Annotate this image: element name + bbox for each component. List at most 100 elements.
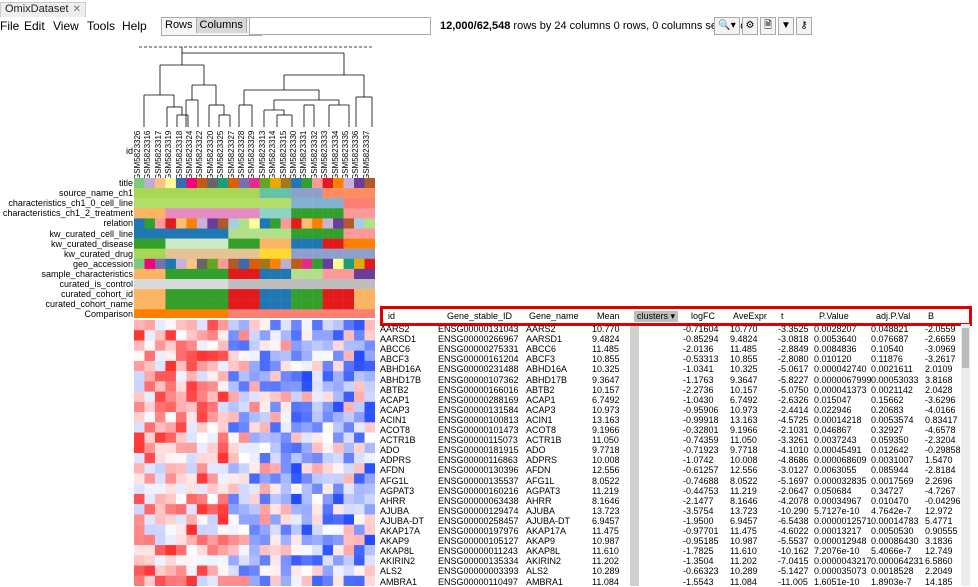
heatmap-cell	[354, 493, 365, 505]
scrollbar-thumb[interactable]	[962, 328, 969, 368]
table-row[interactable]: AGPAT3 ENSG00000160216 AGPAT3 11.219 -0.4475…	[380, 486, 966, 496]
table-row[interactable]: ALS2 ENSG00000003393 ALS2 10.289 -0.66323 10.…	[380, 566, 966, 576]
heatmap-cell	[144, 320, 156, 331]
annotation-row-label[interactable]: curated_is_control	[59, 279, 133, 289]
menu-edit[interactable]: Edit	[24, 19, 45, 33]
columns-button[interactable]: Columns	[195, 18, 247, 33]
annotation-cell	[301, 228, 313, 239]
table-cell: AKAP17A	[526, 526, 567, 536]
table-row[interactable]: AKIRIN2 ENSG00000135334 AKIRIN2 11.202 -1.35…	[380, 556, 966, 566]
heatmap-cell	[301, 381, 313, 392]
table-cell: 0.0050530	[871, 526, 914, 536]
column-label[interactable]: GSM5823331	[299, 125, 310, 180]
table-cell: ABCC6	[380, 344, 411, 355]
header-id[interactable]: id	[388, 311, 396, 321]
table-cell: -2.3204	[925, 435, 956, 446]
header-logfc[interactable]: logFC	[691, 311, 716, 321]
table-row[interactable]: AJUBA ENSG00000129474 AJUBA 13.723 -3.5754 13…	[380, 506, 966, 516]
table-row[interactable]: AARSD1 ENSG00000266967 AARSD1 9.4824 -0.8529…	[380, 334, 966, 344]
heatmap-cell	[364, 350, 375, 362]
table-row[interactable]: ADPRS ENSG00000116863 ADPRS 10.008 -1.0742 10…	[380, 455, 966, 465]
table-cell: -0.71604	[683, 324, 719, 334]
table-row[interactable]: AFG1L ENSG00000135537 AFG1L 8.0522 -0.74688 8…	[380, 476, 966, 486]
filter-button[interactable]: ▼	[778, 17, 794, 35]
heatmap-cell	[280, 432, 292, 443]
column-label[interactable]: GSM5823325	[216, 125, 227, 180]
table-cell: ACIN1	[380, 414, 407, 425]
header-clusters[interactable]: clusters ▾	[634, 311, 679, 322]
table-row[interactable]: ABHD17B ENSG00000107362 ABHD17B 9.3647 -1.17…	[380, 375, 966, 385]
column-label[interactable]: GSM5823314	[268, 125, 279, 180]
column-label[interactable]: GSM5823336	[351, 125, 362, 180]
close-icon[interactable]: ✕	[72, 4, 81, 15]
header-t[interactable]: t	[781, 311, 784, 321]
header-gene-stable-id[interactable]: Gene_stable_ID	[447, 311, 513, 321]
table-row[interactable]: ADO ENSG00000181915 ADO 9.7718 -0.71923 9.771…	[380, 445, 966, 455]
annotation-row-label[interactable]: source_name_ch1	[58, 188, 133, 199]
annotation-row-label[interactable]: characteristics_ch1_0_cell_line	[8, 198, 133, 209]
table-row[interactable]: AKAP8L ENSG00000011243 AKAP8L 11.610 -1.7825…	[380, 546, 966, 556]
heatmap-cell	[322, 422, 334, 433]
key-button[interactable]: ⚷	[796, 17, 812, 35]
table-row[interactable]: AFDN ENSG00000130396 AFDN 12.556 -0.61257 12.…	[380, 465, 966, 475]
annotation-row-label[interactable]: characteristics_ch1_2_treatment	[2, 208, 133, 219]
column-label[interactable]: GSM5823329	[247, 125, 258, 180]
table-row[interactable]: ABTB2 ENSG00000166016 ABTB2 10.157 -2.2736 10…	[380, 385, 966, 395]
table-cell: 9.7718	[730, 445, 758, 456]
table-row[interactable]: AJUBA-DT ENSG00000258457 AJUBA-DT 6.9457 -1.…	[380, 516, 966, 526]
table-row[interactable]: AMBRA1 ENSG00000110497 AMBRA1 11.084 -1.5543…	[380, 577, 966, 587]
search-input[interactable]	[249, 17, 431, 35]
export-button[interactable]: 🗎	[760, 17, 776, 35]
vertical-scrollbar[interactable]	[961, 324, 970, 586]
header-mean[interactable]: Mean	[597, 311, 620, 321]
column-label[interactable]: GSM5823322	[195, 125, 206, 180]
table-row[interactable]: ACAP1 ENSG00000288169 ACAP1 6.7492 -1.0430 6.…	[380, 395, 966, 405]
tab-omixdataset[interactable]: OmixDataset ✕	[0, 2, 86, 17]
heatmap-cell	[134, 320, 145, 331]
annotation-row-label[interactable]: relation	[103, 218, 133, 229]
table-row[interactable]: ACTR1B ENSG00000115073 ACTR1B 11.050 -0.7435…	[380, 435, 966, 445]
table-row[interactable]: AKAP17A ENSG00000197976 AKAP17A 11.475 -0.97…	[380, 526, 966, 536]
annotation-row-label[interactable]: kw_curated_drug	[63, 248, 133, 259]
annotation-row-label[interactable]: geo_accession	[72, 258, 133, 269]
table-row[interactable]: AKAP9 ENSG00000105127 AKAP9 10.987 -0.95185 1…	[380, 536, 966, 546]
header-pvalue[interactable]: P.Value	[819, 311, 849, 321]
table-row[interactable]: AHRR ENSG00000063438 AHRR 8.1646 -2.1477 8.16…	[380, 496, 966, 506]
heatmap-cell	[217, 391, 229, 403]
column-label[interactable]: GSM5823319	[164, 125, 175, 180]
annotation-row-label[interactable]: title	[118, 178, 133, 188]
annotation-row-label[interactable]: curated_cohort_name	[45, 299, 133, 310]
annotation-row-label[interactable]: Comparison	[84, 309, 133, 320]
header-gene-name[interactable]: Gene_name	[529, 311, 579, 321]
zoom-button[interactable]: 🔍▾	[714, 17, 740, 35]
menu-tools[interactable]: Tools	[87, 19, 116, 33]
column-label[interactable]: GSM5823333	[320, 125, 331, 180]
table-row[interactable]: ABCF3 ENSG00000161204 ABCF3 10.855 -0.53313 1…	[380, 354, 966, 364]
column-label[interactable]: GSM5823316	[143, 125, 154, 180]
table-row[interactable]: ABHD16A ENSG00000231488 ABHD16A 10.325 -1.03…	[380, 364, 966, 374]
annotation-row-label[interactable]: kw_curated_disease	[50, 238, 133, 249]
table-row[interactable]: ABCC6 ENSG00000275331 ABCC6 11.485 -2.0136 11…	[380, 344, 966, 354]
header-b[interactable]: B	[928, 311, 935, 321]
heatmap-cell	[228, 381, 239, 392]
menu-help[interactable]: Help	[122, 19, 147, 33]
table-row[interactable]: ACIN1 ENSG00000100813 ACIN1 13.163 -0.99918 1…	[380, 415, 966, 425]
table-row[interactable]: AARS2 ENSG00000131043 AARS2 10.770 -0.71604 1…	[380, 324, 966, 334]
annotation-row-label[interactable]: curated_cohort_id	[60, 289, 133, 300]
column-label[interactable]: GSM5823337	[362, 125, 373, 180]
header-aveexpr[interactable]: AveExpr	[733, 311, 767, 321]
annotation-row-label[interactable]: kw_curated_cell_line	[49, 228, 133, 239]
menu-view[interactable]: View	[53, 19, 79, 33]
table-cell: ACOT8	[526, 425, 557, 435]
table-row[interactable]: ACAP3 ENSG00000131584 ACAP3 10.973 -0.95906 1…	[380, 405, 966, 415]
table-row[interactable]: ACOT8 ENSG00000101473 ACOT8 9.1966 -0.32801 9…	[380, 425, 966, 435]
settings-button[interactable]: ⚙	[742, 17, 758, 35]
table-cell: 0.0000012571	[814, 515, 872, 526]
annotation-cell	[228, 198, 239, 209]
header-adj-pval[interactable]: adj.P.Val	[876, 311, 911, 321]
annotation-cell	[312, 258, 323, 270]
annotation-cell	[249, 258, 260, 270]
rows-button[interactable]: Rows	[165, 19, 193, 31]
menu-file[interactable]: File	[0, 19, 20, 33]
annotation-row-label[interactable]: sample_characteristics	[41, 268, 133, 279]
